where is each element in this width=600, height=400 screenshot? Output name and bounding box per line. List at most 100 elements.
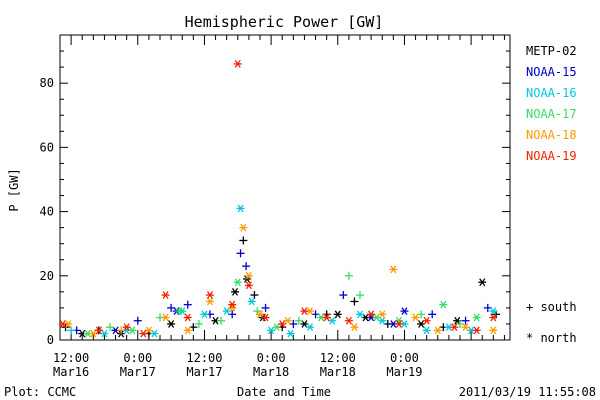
data-point <box>58 320 67 328</box>
footer-timestamp: 2011/03/19 11:55:08 <box>459 385 596 399</box>
data-point <box>244 271 253 280</box>
data-point <box>389 265 398 274</box>
data-point <box>339 291 348 300</box>
data-point <box>378 310 387 319</box>
legend-entry: NOAA-19 <box>526 149 577 163</box>
x-tick-label-time: 12:00 <box>320 351 356 365</box>
legend-entry: NOAA-16 <box>526 86 577 100</box>
data-point <box>367 310 376 319</box>
x-tick-label-time: 0:00 <box>123 351 152 365</box>
footer-credit: Plot: CCMC <box>4 385 76 399</box>
data-point <box>428 310 437 319</box>
data-point <box>206 297 214 306</box>
data-point <box>161 291 170 299</box>
data-point <box>250 291 259 300</box>
data-point <box>242 262 251 271</box>
data-point <box>433 326 442 335</box>
x-tick-label-date: Mar18 <box>320 365 356 379</box>
data-point <box>461 316 470 325</box>
data-point <box>167 320 176 328</box>
data-point <box>356 310 364 319</box>
data-point <box>394 320 403 328</box>
data-point <box>161 313 170 322</box>
data-point <box>67 326 76 335</box>
data-points <box>58 60 501 338</box>
y-tick-label: 20 <box>40 269 54 283</box>
legend-entry: NOAA-15 <box>526 65 577 79</box>
marker-legend-entry: * north <box>526 331 577 345</box>
data-point <box>175 307 184 315</box>
data-point <box>239 236 248 245</box>
data-point <box>233 60 242 68</box>
x-tick-label-date: Mar16 <box>53 365 89 379</box>
data-point <box>478 278 487 287</box>
data-point <box>139 329 148 338</box>
plot-frame <box>59 34 511 341</box>
marker-legend-entry: + south <box>526 300 577 314</box>
data-point <box>94 326 103 335</box>
legend-entry: METP-02 <box>526 44 577 58</box>
data-point <box>106 323 114 332</box>
x-tick-label-date: Mar19 <box>386 365 422 379</box>
x-tick-label-time: 0:00 <box>257 351 286 365</box>
data-point <box>244 281 253 290</box>
data-point <box>183 313 192 322</box>
data-point <box>231 287 239 296</box>
data-point <box>439 300 448 309</box>
data-point <box>236 249 245 258</box>
data-point <box>286 329 295 338</box>
data-point <box>489 326 498 335</box>
data-point <box>322 313 331 322</box>
data-point <box>350 323 359 332</box>
data-point <box>122 323 131 332</box>
data-point <box>278 320 287 328</box>
data-point <box>239 223 248 232</box>
y-axis: 0 20 40 60 80 <box>40 34 510 347</box>
x-tick-label-date: Mar17 <box>186 365 222 379</box>
data-point <box>261 313 270 322</box>
data-point <box>422 326 431 335</box>
chart-title: Hemispheric Power [GW] <box>185 13 384 31</box>
data-point <box>356 291 364 300</box>
data-point <box>183 326 192 335</box>
series-legend: METP-02 NOAA-15 NOAA-16 NOAA-17 NOAA-18 NOAA-… <box>526 44 577 163</box>
data-point <box>217 316 226 325</box>
data-point <box>206 291 214 299</box>
data-point <box>489 313 498 322</box>
data-point <box>247 297 256 306</box>
data-point <box>461 323 470 332</box>
y-tick-label: 80 <box>40 76 54 90</box>
y-axis-label: P [GW] <box>7 168 21 211</box>
x-tick-label-time: 12:00 <box>186 351 222 365</box>
data-point <box>472 326 481 335</box>
data-point <box>261 303 270 312</box>
y-tick-label: 0 <box>47 333 54 347</box>
data-point <box>422 316 431 325</box>
data-point <box>350 297 359 306</box>
y-tick-label: 60 <box>40 140 54 154</box>
data-point <box>400 307 409 315</box>
data-point <box>333 310 342 319</box>
data-point <box>344 316 353 325</box>
data-point <box>306 323 314 332</box>
legend-entry: NOAA-18 <box>526 128 577 142</box>
data-point <box>228 300 237 309</box>
data-point <box>450 323 459 332</box>
data-point <box>489 307 498 315</box>
data-point <box>236 204 245 213</box>
data-point <box>472 313 481 322</box>
legend-entry: NOAA-17 <box>526 107 577 121</box>
data-point <box>194 319 203 328</box>
data-point <box>200 310 209 319</box>
x-axis: 12:00Mar160:00Mar1712:00Mar170:00Mar1812… <box>53 35 505 379</box>
data-point <box>300 307 309 315</box>
x-tick-label-date: Mar17 <box>120 365 156 379</box>
data-point <box>344 271 353 280</box>
data-point <box>411 313 420 322</box>
x-tick-label-time: 12:00 <box>53 351 89 365</box>
data-point <box>233 278 242 287</box>
x-tick-label-date: Mar18 <box>253 365 289 379</box>
data-point <box>183 300 192 309</box>
x-tick-label-time: 0:00 <box>390 351 419 365</box>
